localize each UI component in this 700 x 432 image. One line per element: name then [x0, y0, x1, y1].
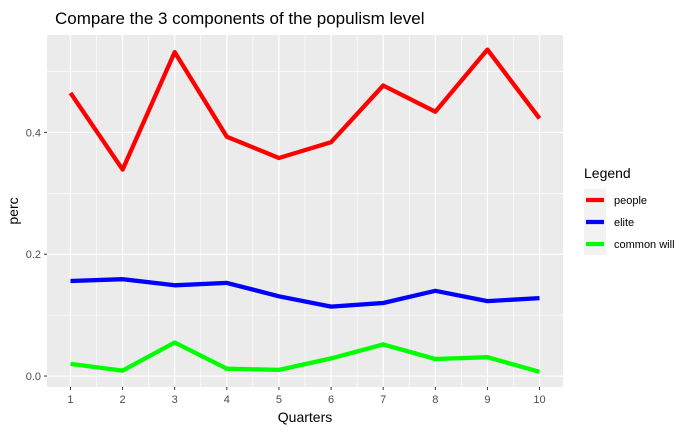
x-axis-title: Quarters [278, 409, 332, 425]
x-tick-label: 2 [120, 394, 126, 406]
x-tick-label: 5 [276, 394, 282, 406]
minor-gridlines [47, 35, 563, 387]
legend-items: people elite common will [584, 189, 675, 255]
y-axis-ticks: 0.0 0.2 0.4 [26, 127, 47, 383]
chart-title: Compare the 3 components of the populism… [55, 9, 424, 28]
x-tick-label: 6 [328, 394, 334, 406]
legend-label: common will [614, 239, 675, 251]
x-tick-label: 9 [484, 394, 490, 406]
x-tick-label: 10 [533, 394, 545, 406]
series-line-elite [70, 277, 540, 309]
legend-label: elite [614, 217, 634, 229]
series-line-common-will [70, 340, 541, 374]
x-tick-label: 1 [67, 394, 73, 406]
y-tick-label: 0.4 [26, 127, 41, 139]
y-tick-label: 0.2 [26, 249, 41, 261]
x-axis-ticks: 1 2 3 4 5 6 7 8 9 10 [67, 387, 546, 406]
y-axis-title: perc [5, 197, 21, 224]
x-tick-label: 4 [224, 394, 230, 406]
y-tick-label: 0.0 [26, 371, 41, 383]
series-lines [68, 47, 542, 374]
legend: Legend people elite common will [584, 165, 675, 255]
legend-label: people [614, 195, 647, 207]
legend-title: Legend [584, 165, 631, 181]
x-tick-label: 3 [172, 394, 178, 406]
x-tick-label: 7 [380, 394, 386, 406]
series-line-people [68, 47, 542, 172]
x-tick-label: 8 [432, 394, 438, 406]
